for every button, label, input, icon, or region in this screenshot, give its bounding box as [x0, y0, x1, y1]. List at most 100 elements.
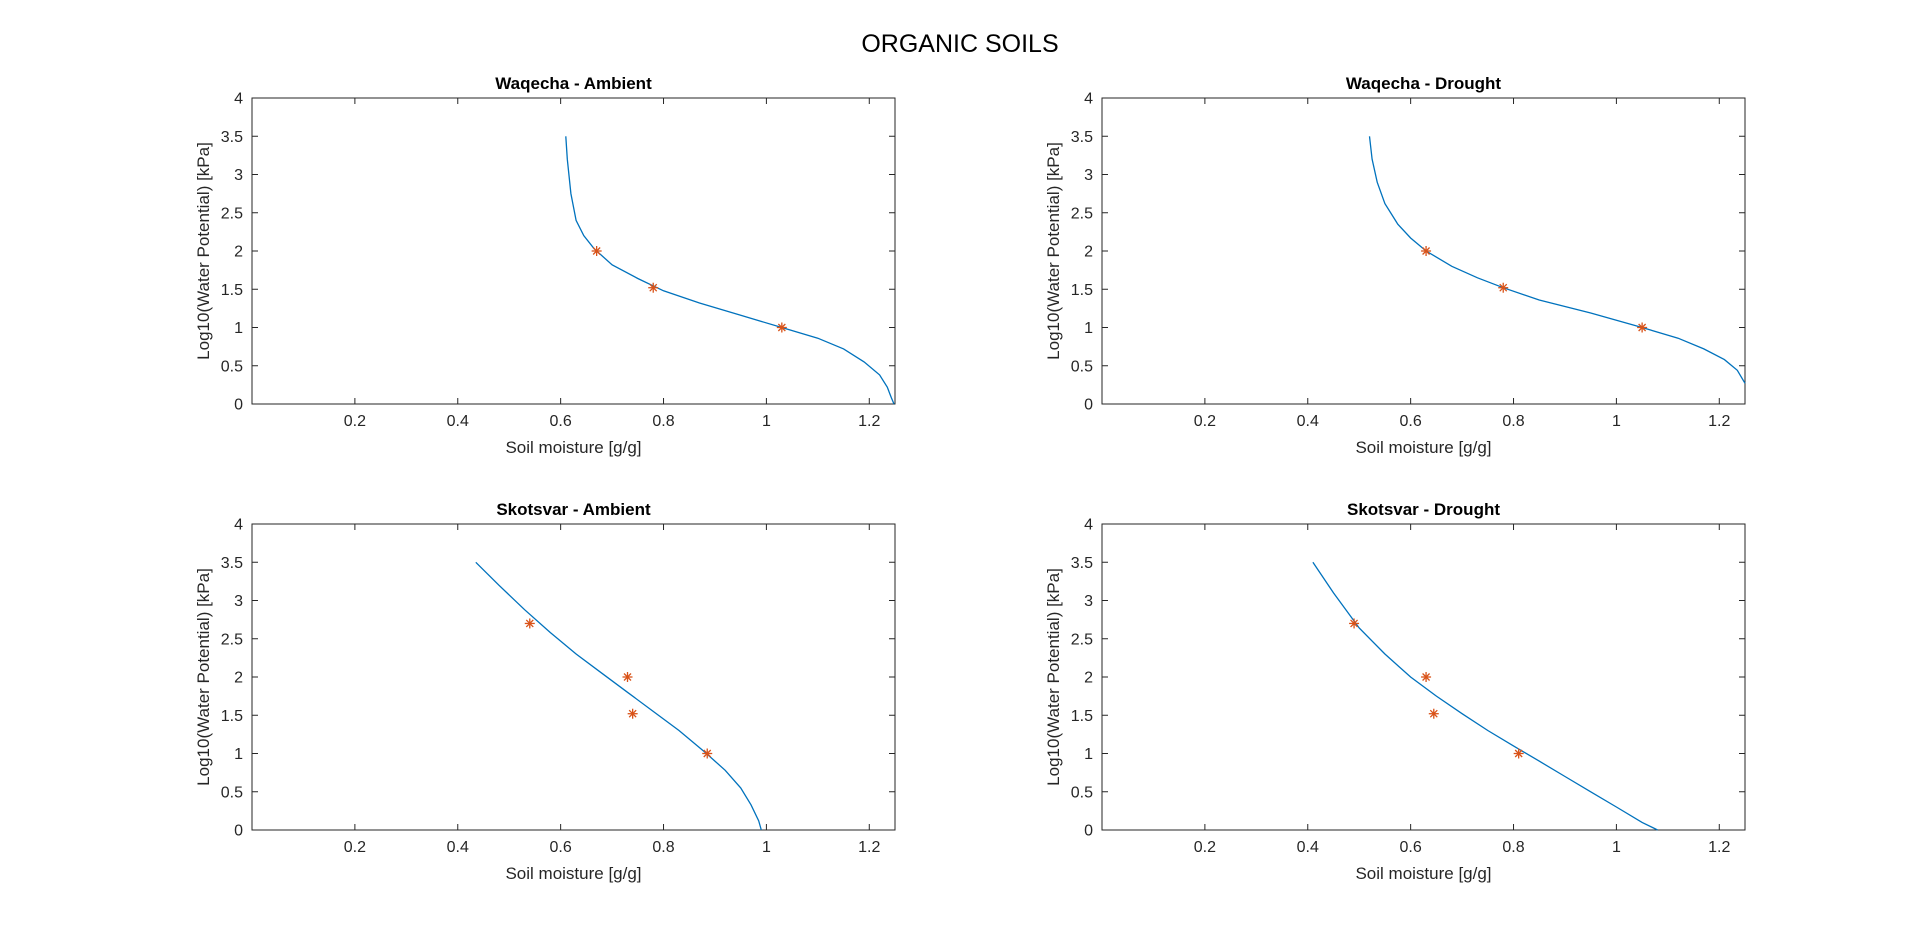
plot-area	[251, 523, 896, 831]
y-tick-label: 1	[234, 746, 243, 763]
x-tick-label: 0.2	[1194, 839, 1216, 856]
x-tick-label: 0.2	[344, 413, 366, 430]
observed-point	[1498, 282, 1509, 293]
y-tick-label: 0	[1084, 823, 1093, 840]
figure-title: ORGANIC SOILS	[861, 30, 1059, 58]
y-tick-label: 1	[1084, 320, 1093, 337]
panel-title: Skotsvar - Drought	[1347, 500, 1500, 519]
marker-stroke	[777, 323, 786, 332]
x-tick-label: 0.4	[447, 839, 469, 856]
panel-title: Waqecha - Ambient	[495, 74, 652, 93]
y-tick-label: 1	[1084, 746, 1093, 763]
x-axis-label: Soil moisture [g/g]	[505, 438, 641, 457]
y-tick-label: 4	[1084, 91, 1093, 108]
fitted-curve	[1368, 136, 1746, 384]
x-tick-label: 1	[762, 413, 771, 430]
x-tick-label: 0.4	[447, 413, 469, 430]
x-tick-label: 0.6	[550, 839, 572, 856]
x-tick-label: 0.8	[652, 413, 674, 430]
y-tick-label: 3	[234, 593, 243, 610]
y-axis-label: Log10(Water Potential) [kPa]	[1044, 568, 1063, 786]
x-tick-label: 1	[762, 839, 771, 856]
x-tick-label: 0.2	[1194, 413, 1216, 430]
marker-stroke	[703, 749, 712, 758]
observed-point	[627, 708, 638, 719]
x-tick-label: 1.2	[1708, 413, 1730, 430]
observed-point	[1421, 246, 1432, 256]
observed-point	[1349, 618, 1360, 629]
chart-panel-2: Waqecha - Drought 0.2 0.4 0.6 0.8 1 1.2 0 0.5 1 1.…	[1044, 74, 1746, 457]
y-tick-label: 0	[234, 823, 243, 840]
plot-area	[251, 97, 896, 405]
y-axis-label: Log10(Water Potential) [kPa]	[194, 142, 213, 360]
fitted-curve	[1312, 561, 1658, 831]
x-tick-label: 0.6	[550, 413, 572, 430]
marker-stroke	[649, 283, 658, 292]
y-tick-label: 2	[1084, 244, 1093, 261]
chart-panel-1: Waqecha - Ambient 0.2 0.4 0.6 0.8 1 1.2 0 0.5 1 1.…	[194, 74, 896, 457]
y-tick-label: 2.5	[221, 631, 243, 648]
y-tick-label: 4	[1084, 517, 1093, 534]
x-axis-label: Soil moisture [g/g]	[1355, 438, 1491, 457]
y-tick-label: 2	[234, 244, 243, 261]
x-tick-label: 1	[1612, 413, 1621, 430]
y-tick-label: 1.5	[1071, 708, 1093, 725]
y-axis-label: Log10(Water Potential) [kPa]	[1044, 142, 1063, 360]
x-tick-label: 1.2	[858, 839, 880, 856]
y-tick-label: 2.5	[1071, 631, 1093, 648]
y-tick-label: 1.5	[1071, 282, 1093, 299]
observed-point	[648, 282, 659, 293]
observed-point	[1637, 322, 1648, 333]
observed-point	[591, 246, 602, 256]
panel-title: Waqecha - Drought	[1346, 74, 1502, 93]
y-tick-label: 2	[1084, 670, 1093, 687]
y-tick-label: 3	[1084, 593, 1093, 610]
y-tick-label: 3.5	[221, 555, 243, 572]
marker-stroke	[1422, 247, 1431, 255]
y-tick-label: 0	[1084, 397, 1093, 414]
observed-point	[524, 618, 535, 629]
y-tick-label: 2	[234, 670, 243, 687]
observed-point	[776, 322, 787, 333]
y-tick-label: 4	[234, 517, 243, 534]
marker-stroke	[1422, 673, 1431, 681]
y-tick-label: 2.5	[1071, 205, 1093, 222]
marker-stroke	[1638, 323, 1647, 332]
x-tick-label: 0.8	[1502, 839, 1524, 856]
y-tick-label: 3.5	[1071, 555, 1093, 572]
marker-stroke	[592, 247, 601, 255]
observed-point	[622, 672, 633, 682]
marker-stroke	[525, 619, 534, 628]
x-axis-label: Soil moisture [g/g]	[505, 864, 641, 883]
y-tick-label: 3.5	[1071, 129, 1093, 146]
y-tick-label: 1.5	[221, 708, 243, 725]
y-axis-label: Log10(Water Potential) [kPa]	[194, 568, 213, 786]
observed-point	[702, 748, 713, 759]
x-tick-label: 1.2	[1708, 839, 1730, 856]
fitted-curve	[565, 136, 895, 405]
x-tick-label: 0.2	[344, 839, 366, 856]
marker-stroke	[628, 709, 637, 718]
y-tick-label: 2.5	[221, 205, 243, 222]
x-tick-label: 0.6	[1400, 413, 1422, 430]
y-tick-label: 0.5	[1071, 358, 1093, 375]
chart-panel-4: Skotsvar - Drought 0.2 0.4 0.6 0.8 1 1.2 0 0.5 1 1…	[1044, 500, 1746, 883]
y-tick-label: 0.5	[1071, 784, 1093, 801]
chart-panel-3: Skotsvar - Ambient 0.2 0.4 0.6 0.8 1 1.2 0 0.5 1 1…	[194, 500, 896, 883]
y-tick-label: 1	[234, 320, 243, 337]
x-tick-label: 0.4	[1297, 413, 1319, 430]
y-tick-label: 0	[234, 397, 243, 414]
fitted-curve	[475, 561, 762, 831]
observed-point	[1428, 708, 1439, 719]
marker-stroke	[623, 673, 632, 681]
x-tick-label: 0.8	[1502, 413, 1524, 430]
y-tick-label: 0.5	[221, 784, 243, 801]
x-tick-label: 0.6	[1400, 839, 1422, 856]
marker-stroke	[1514, 749, 1523, 758]
y-tick-label: 4	[234, 91, 243, 108]
marker-stroke	[1429, 709, 1438, 718]
x-tick-label: 1.2	[858, 413, 880, 430]
x-tick-label: 0.4	[1297, 839, 1319, 856]
observed-point	[1513, 748, 1524, 759]
